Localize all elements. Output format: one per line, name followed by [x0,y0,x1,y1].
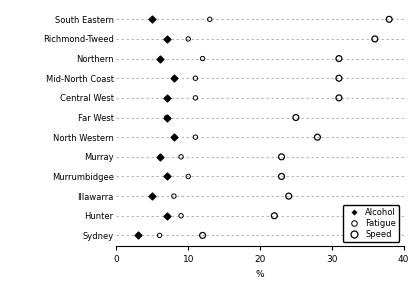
Point [135,233,141,238]
Point [156,233,163,238]
Point [206,17,213,22]
Point [314,135,321,140]
Point [199,233,206,238]
Point [149,17,156,22]
Point [178,155,184,159]
Point [192,135,199,140]
Point [285,194,292,198]
X-axis label: %: % [256,270,264,279]
Point [336,76,342,80]
Point [163,174,170,179]
Point [192,76,199,80]
Point [171,76,177,80]
Point [163,115,170,120]
Point [163,96,170,100]
Point [156,155,163,159]
Point [171,194,177,198]
Point [336,56,342,61]
Point [185,174,192,179]
Point [163,115,170,120]
Point [199,56,206,61]
Point [386,17,393,22]
Point [185,37,192,41]
Point [171,135,177,140]
Point [278,174,285,179]
Point [271,213,278,218]
Point [149,194,156,198]
Point [163,213,170,218]
Point [278,155,285,159]
Point [192,96,199,100]
Point [178,213,184,218]
Point [292,115,299,120]
Point [371,37,378,41]
Legend: Alcohol, Fatigue, Speed: Alcohol, Fatigue, Speed [343,205,399,242]
Point [156,56,163,61]
Point [336,96,342,100]
Point [163,37,170,41]
